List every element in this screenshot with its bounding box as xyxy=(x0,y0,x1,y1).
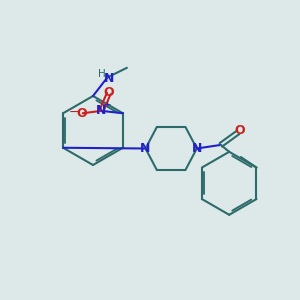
Text: O: O xyxy=(234,124,245,137)
Text: N: N xyxy=(140,142,151,155)
Text: −: − xyxy=(69,106,80,119)
Text: O: O xyxy=(77,107,87,120)
Text: N: N xyxy=(96,104,106,117)
Text: O: O xyxy=(103,86,114,99)
Text: N: N xyxy=(104,72,115,86)
Text: H: H xyxy=(98,69,106,79)
Text: +: + xyxy=(103,100,110,109)
Text: N: N xyxy=(192,142,202,155)
